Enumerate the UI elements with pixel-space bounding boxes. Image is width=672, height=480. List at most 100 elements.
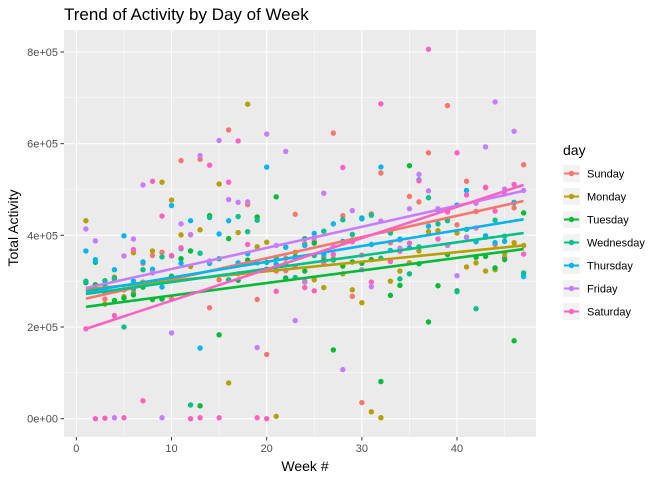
point-saturday bbox=[330, 251, 337, 258]
point-wednesday bbox=[102, 278, 108, 284]
point-friday bbox=[92, 238, 99, 244]
point-sunday bbox=[159, 249, 165, 255]
trend-line-friday bbox=[85, 189, 524, 290]
y-axis: 0e+00 2e+05 4e+05 6e+05 8e+05 bbox=[27, 47, 64, 426]
point-sunday bbox=[225, 127, 232, 133]
point-monday bbox=[235, 229, 241, 236]
point-monday bbox=[263, 239, 270, 245]
point-thursday bbox=[463, 187, 470, 194]
point-tuesday bbox=[397, 282, 403, 288]
point-wednesday bbox=[492, 217, 498, 223]
point-sunday bbox=[349, 293, 356, 299]
legend-point-friday bbox=[568, 285, 575, 292]
point-friday bbox=[159, 415, 165, 421]
point-thursday bbox=[225, 217, 232, 224]
point-saturday bbox=[435, 236, 441, 242]
legend-label-sunday: Sunday bbox=[587, 169, 625, 181]
point-sunday bbox=[444, 102, 451, 109]
point-saturday bbox=[159, 213, 165, 219]
point-thursday bbox=[378, 164, 384, 170]
point-monday bbox=[225, 380, 232, 386]
point-monday bbox=[473, 260, 479, 266]
point-friday bbox=[416, 171, 422, 178]
point-tuesday bbox=[330, 347, 337, 353]
point-sunday bbox=[406, 193, 413, 200]
y-axis-title: Total Activity bbox=[5, 189, 21, 266]
legend-label-tuesday: Tuesday bbox=[587, 215, 629, 227]
point-saturday bbox=[340, 164, 346, 171]
trend-line-monday bbox=[85, 244, 524, 291]
point-monday bbox=[178, 232, 184, 238]
point-wednesday bbox=[121, 324, 127, 330]
point-friday bbox=[254, 344, 260, 351]
point-friday bbox=[463, 234, 470, 241]
point-monday bbox=[311, 277, 317, 283]
trend-line-wednesday bbox=[85, 231, 524, 296]
point-sunday bbox=[292, 211, 298, 217]
point-wednesday bbox=[473, 305, 479, 312]
point-monday bbox=[425, 228, 432, 235]
point-thursday bbox=[111, 267, 118, 273]
point-thursday bbox=[121, 233, 127, 239]
point-thursday bbox=[178, 260, 184, 266]
point-friday bbox=[197, 152, 203, 159]
legend-point-wednesday bbox=[568, 239, 575, 246]
point-sunday bbox=[359, 399, 365, 406]
point-wednesday bbox=[187, 402, 194, 408]
point-saturday bbox=[454, 150, 460, 156]
legend-label-saturday: Saturday bbox=[587, 307, 632, 319]
point-saturday bbox=[254, 415, 260, 421]
point-thursday bbox=[302, 242, 308, 249]
point-monday bbox=[397, 268, 403, 274]
point-saturday bbox=[520, 251, 527, 257]
legend-point-tuesday bbox=[568, 216, 575, 223]
point-thursday bbox=[359, 216, 365, 222]
point-tuesday bbox=[511, 338, 517, 344]
point-saturday bbox=[130, 246, 137, 253]
point-saturday bbox=[463, 192, 470, 198]
point-wednesday bbox=[140, 267, 146, 273]
legend-point-thursday bbox=[568, 262, 575, 269]
point-sunday bbox=[102, 296, 108, 302]
point-friday bbox=[340, 366, 346, 373]
point-thursday bbox=[520, 273, 527, 280]
x-tick-label: 30 bbox=[356, 443, 368, 455]
point-monday bbox=[387, 278, 394, 284]
point-saturday bbox=[206, 162, 213, 168]
point-thursday bbox=[492, 239, 498, 246]
legend: day Sunday Monday Tuesday Wednesday Thursday… bbox=[563, 142, 645, 320]
point-saturday bbox=[197, 415, 203, 421]
point-monday bbox=[482, 268, 489, 274]
point-saturday bbox=[302, 284, 308, 291]
point-sunday bbox=[463, 178, 470, 184]
point-monday bbox=[197, 227, 203, 233]
point-friday bbox=[121, 253, 127, 259]
y-tick-label: 2e+05 bbox=[27, 322, 58, 334]
point-thursday bbox=[283, 244, 289, 250]
y-tick-label: 6e+05 bbox=[27, 139, 58, 151]
point-thursday bbox=[92, 256, 99, 263]
point-monday bbox=[149, 248, 156, 254]
plot-background bbox=[64, 30, 536, 437]
point-friday bbox=[406, 206, 413, 212]
point-saturday bbox=[492, 208, 498, 214]
point-saturday bbox=[425, 46, 432, 52]
point-sunday bbox=[178, 157, 184, 164]
point-friday bbox=[492, 99, 498, 105]
point-monday bbox=[216, 181, 222, 187]
point-tuesday bbox=[178, 256, 184, 262]
point-friday bbox=[321, 190, 327, 196]
legend-title: day bbox=[563, 142, 586, 158]
point-saturday bbox=[368, 279, 375, 285]
legend-point-saturday bbox=[568, 308, 575, 315]
point-wednesday bbox=[425, 195, 432, 201]
trend-lines bbox=[85, 183, 525, 331]
point-sunday bbox=[425, 150, 432, 156]
point-saturday bbox=[140, 398, 146, 404]
data-points bbox=[83, 46, 527, 422]
point-sunday bbox=[378, 170, 384, 176]
point-monday bbox=[511, 239, 517, 246]
point-monday bbox=[378, 415, 384, 421]
point-saturday bbox=[273, 288, 279, 294]
